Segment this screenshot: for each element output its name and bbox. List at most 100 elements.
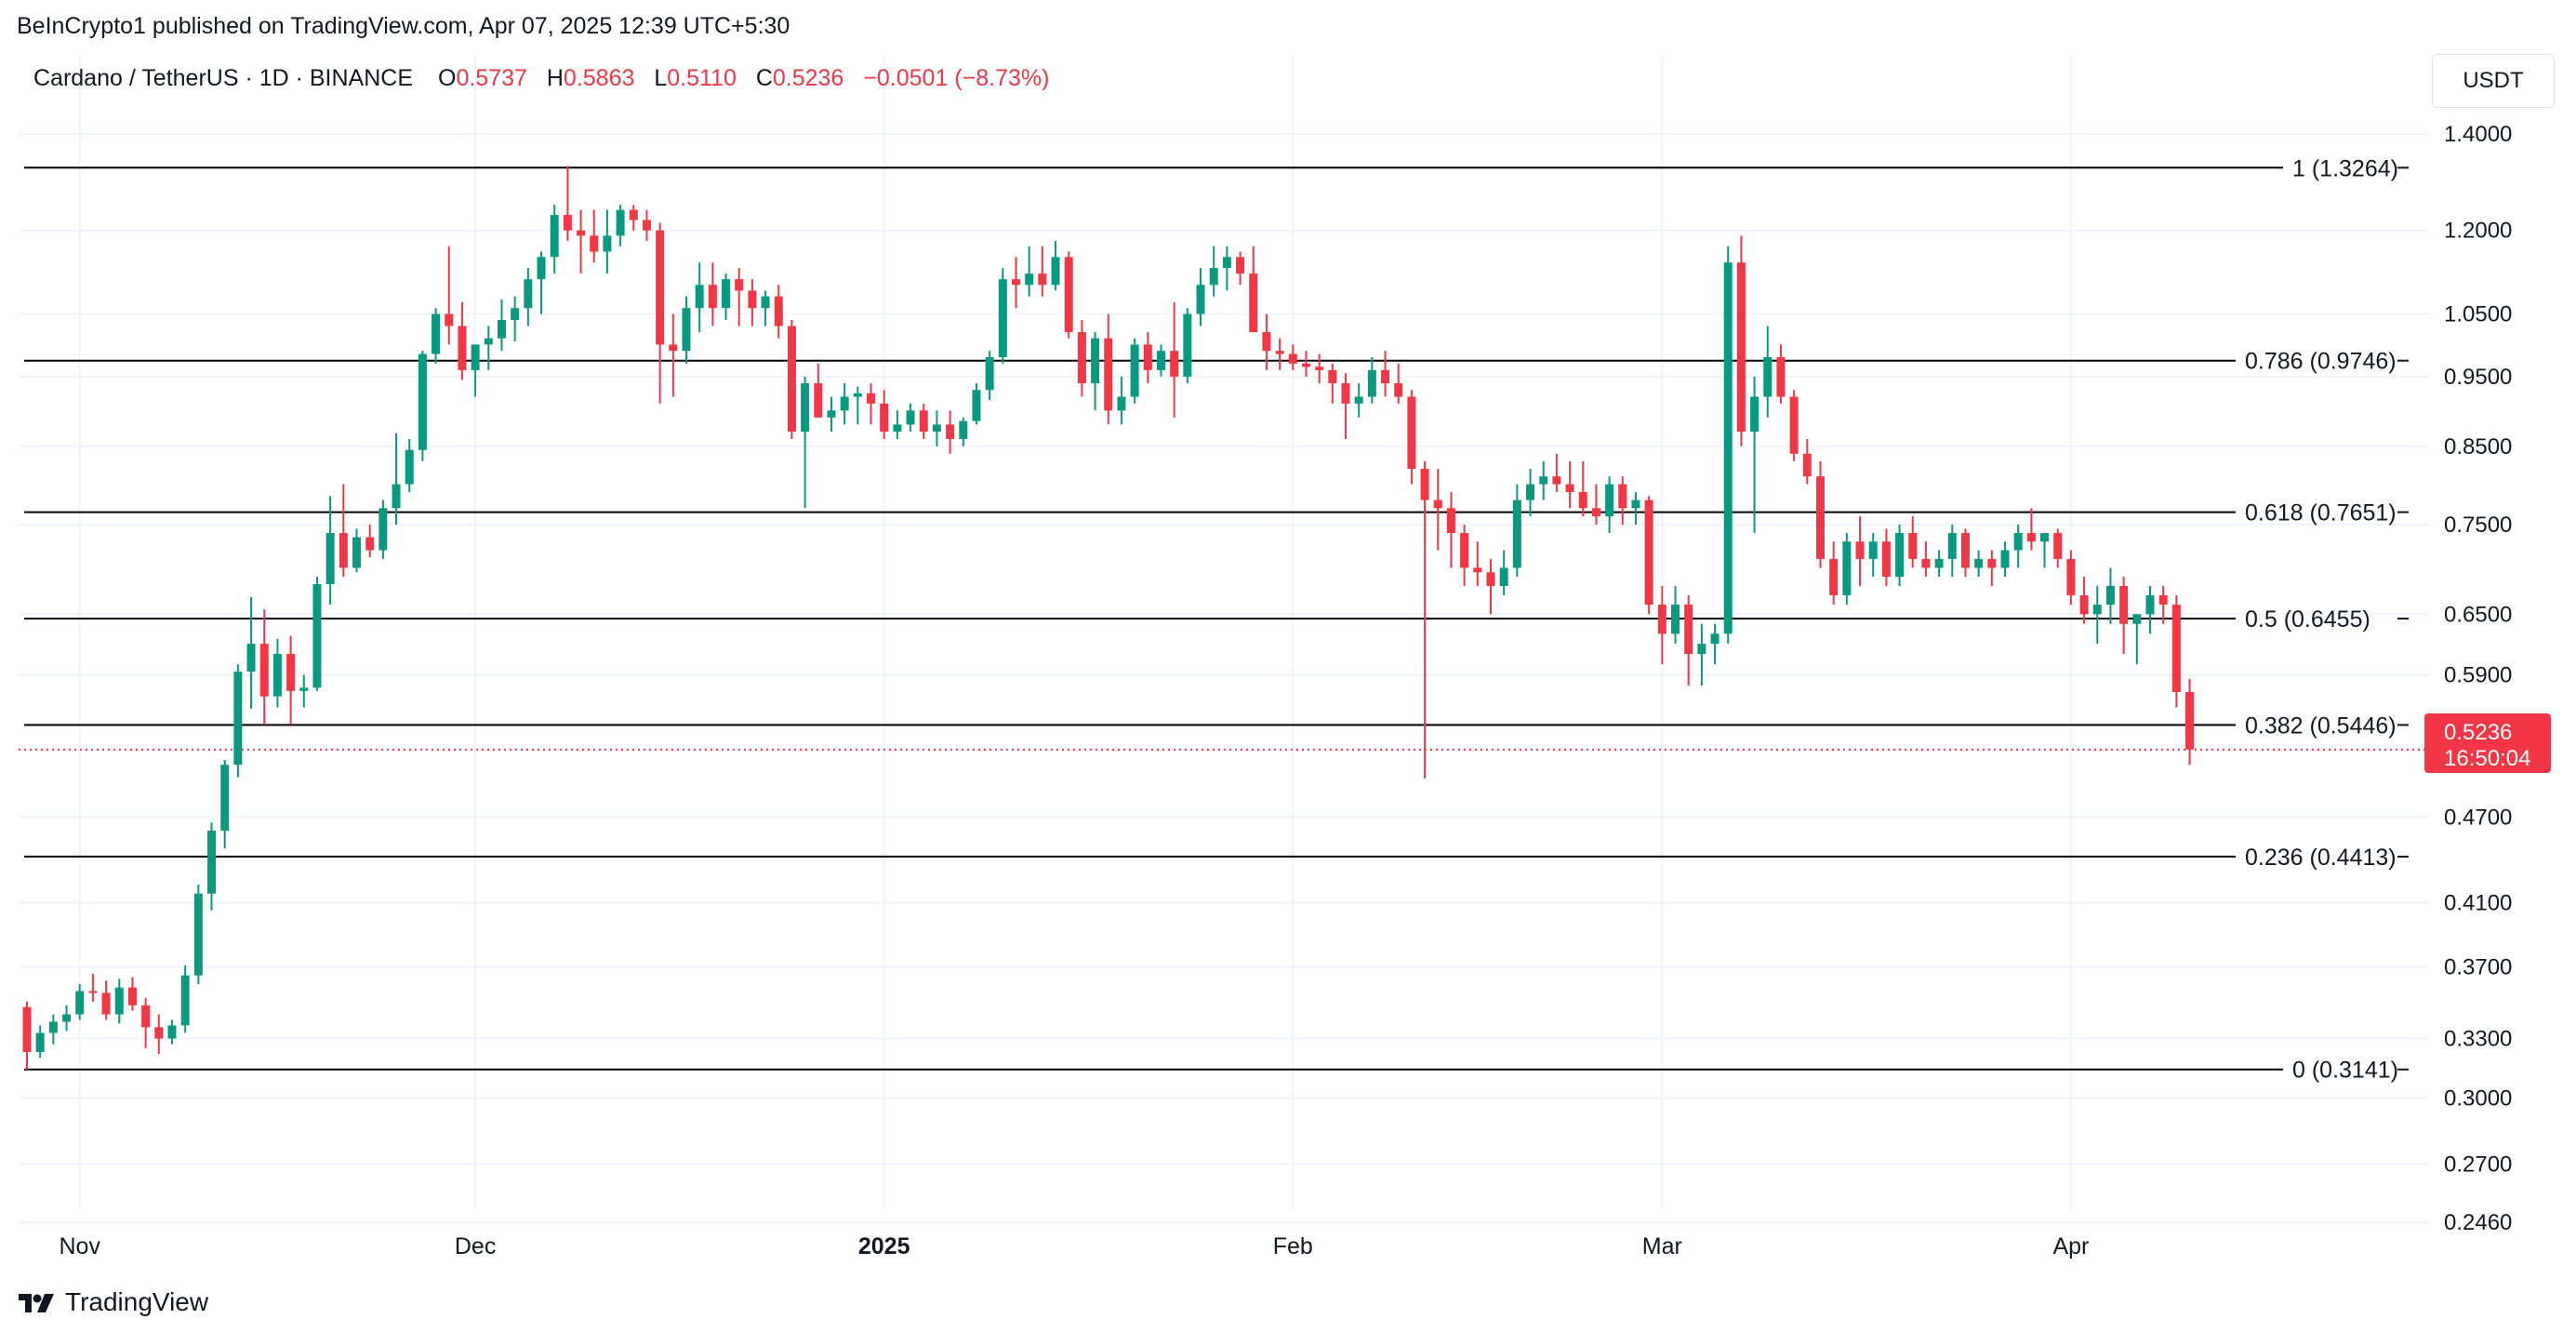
open-value: 0.5737: [456, 65, 527, 91]
current-price-value: 0.5236: [2444, 720, 2512, 745]
candle-body: [801, 383, 810, 433]
candle-body: [550, 215, 559, 258]
candle-body: [154, 1027, 164, 1039]
candle-body: [774, 296, 783, 326]
fibonacci-levels: 1 (1.3264) 0.786 (0.9746) 0.618 (0.7651) 0.…: [19, 155, 2424, 1084]
price-axis[interactable]: 1.4000 1.2000 1.0500 0.9500 0.8500 0.7500 0.65…: [2444, 122, 2512, 1235]
candle-body: [207, 830, 217, 894]
candle-body: [1552, 476, 1561, 485]
published-line: BeInCrypto1 published on TradingView.com…: [17, 13, 790, 39]
candle-body: [972, 390, 981, 421]
candle-body: [1222, 257, 1231, 269]
candle-body: [2000, 550, 2010, 568]
candle-body: [1038, 273, 1047, 286]
candles: [22, 166, 2195, 1070]
candle-body: [167, 1025, 177, 1039]
y-tick-label: 0.4100: [2444, 890, 2512, 915]
candle-body: [1077, 332, 1086, 384]
candle-body: [1776, 356, 1786, 397]
candle-body: [853, 393, 862, 397]
candle-body: [1064, 257, 1073, 333]
high-label: H: [546, 65, 564, 91]
candle-body: [669, 344, 678, 352]
time-axis[interactable]: Nov Dec 2025 Feb Mar Apr: [59, 1233, 2089, 1259]
candle-body: [272, 654, 282, 697]
low-label: L: [654, 65, 668, 91]
brand-name: TradingView: [65, 1287, 209, 1316]
candle-body: [2171, 605, 2181, 692]
y-tick-label: 0.5900: [2444, 662, 2512, 687]
fib-label: 1 (1.3264): [2292, 155, 2398, 181]
fib-label: 0 (0.3141): [2292, 1058, 2398, 1084]
candle-body: [1591, 508, 1600, 517]
candle-body: [1025, 273, 1034, 286]
candle-body: [998, 279, 1007, 357]
candle-body: [418, 353, 427, 450]
y-tick-label: 0.9500: [2444, 365, 2512, 390]
candle-body: [985, 356, 994, 391]
candle-body: [827, 410, 836, 418]
candle-body: [2013, 533, 2023, 551]
candle-body: [471, 344, 480, 370]
candle-body: [1974, 558, 1984, 568]
candle-body: [603, 235, 612, 252]
candle-body: [1526, 484, 1535, 500]
candle-body: [524, 279, 533, 309]
candle-body: [484, 338, 493, 345]
grid-lines: [19, 56, 2429, 1224]
x-tick-label: Apr: [2052, 1233, 2089, 1259]
candle-body: [1908, 533, 1918, 559]
candle-body: [1381, 369, 1390, 384]
tradingview-brand[interactable]: TradingView: [17, 1287, 208, 1317]
candle-body: [2119, 585, 2129, 624]
candle-body: [2053, 533, 2063, 559]
candle-body: [1723, 262, 1733, 634]
candle-body: [1486, 572, 1495, 586]
candle-body: [1012, 279, 1020, 286]
candle-body: [1855, 541, 1865, 559]
ohlc-legend: Cardano / TetherUS · 1D · BINANCE O0.573…: [33, 65, 1062, 92]
symbol-title[interactable]: Cardano / TetherUS · 1D · BINANCE: [33, 65, 414, 91]
candle-body: [1539, 476, 1548, 485]
candle-body: [537, 257, 546, 280]
candle-body: [233, 672, 243, 766]
y-tick-label: 1.0500: [2444, 302, 2512, 327]
candle-body: [1407, 396, 1416, 469]
candle-body: [1657, 605, 1666, 634]
candle-body: [75, 991, 85, 1015]
tradingview-logo-icon: [19, 1294, 54, 1312]
candle-body: [1895, 533, 1905, 578]
candle-body: [1947, 533, 1957, 559]
candle-body: [1789, 396, 1799, 454]
candle-body: [1868, 541, 1878, 559]
y-tick-label: 0.4700: [2444, 806, 2512, 831]
candle-body: [1354, 396, 1363, 404]
candle-body: [1881, 541, 1891, 578]
candle-body: [1578, 492, 1587, 509]
candle-body: [787, 326, 796, 433]
candle-body: [432, 313, 441, 354]
candle-body: [1446, 508, 1455, 534]
candle-body: [325, 533, 335, 584]
candle-body: [180, 975, 190, 1026]
candle-body: [2105, 585, 2115, 606]
currency-unit-button[interactable]: USDT: [2432, 54, 2555, 108]
candle-body: [1565, 484, 1574, 493]
fib-label: 0.786 (0.9746): [2245, 349, 2397, 375]
candle-body: [405, 449, 414, 485]
change-value: −0.0501 (−8.73%): [863, 65, 1050, 91]
current-price-tag: 0.5236 16:50:04: [2424, 713, 2551, 773]
fib-label: 0.5 (0.6455): [2245, 606, 2370, 633]
x-tick-label: Dec: [455, 1233, 496, 1259]
y-tick-label: 0.2700: [2444, 1152, 2512, 1178]
candle-body: [1301, 363, 1310, 367]
candle-body: [1763, 356, 1773, 397]
candle-body: [511, 308, 520, 321]
candle-body: [101, 992, 111, 1015]
candle-body: [114, 987, 124, 1015]
candle-body: [722, 279, 731, 309]
candle-body: [1420, 468, 1429, 500]
y-tick-label: 0.3300: [2444, 1027, 2512, 1052]
candle-body: [127, 987, 137, 1006]
